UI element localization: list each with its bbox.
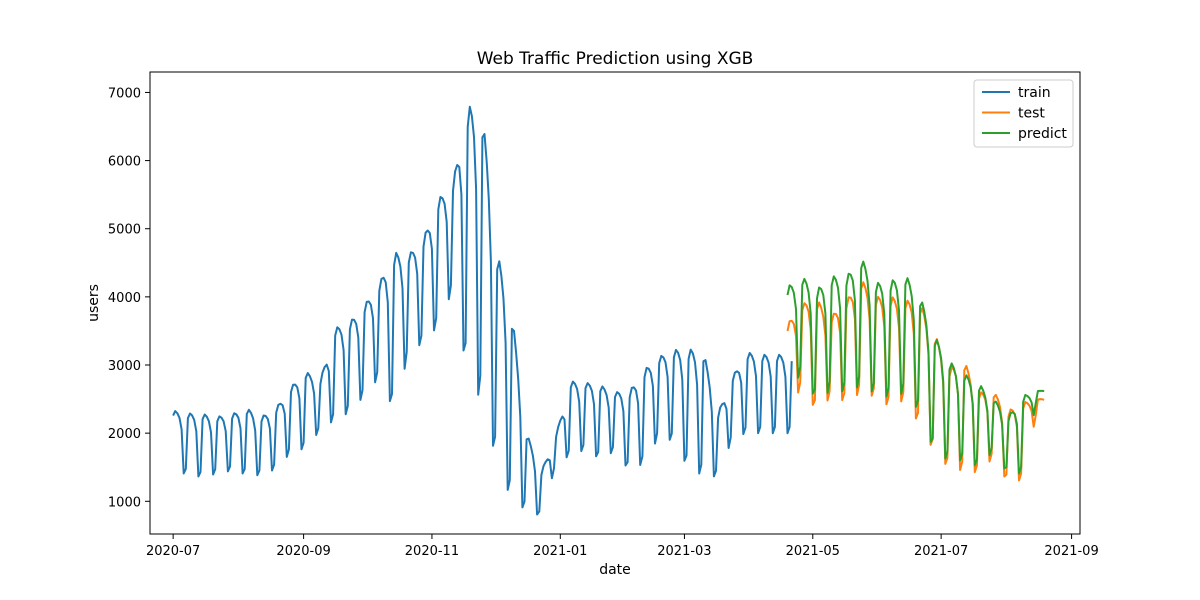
- x-tick-label: 2020-11: [405, 544, 459, 559]
- y-tick-label: 1000: [108, 495, 141, 510]
- legend-label-train: train: [1018, 85, 1051, 101]
- x-tick-label: 2021-03: [657, 544, 711, 559]
- y-axis: 1000 2000 3000 4000 5000 6000 7000: [108, 86, 150, 510]
- x-tick-label: 2021-05: [786, 544, 840, 559]
- y-tick-label: 3000: [108, 359, 141, 374]
- x-tick-label: 2021-01: [533, 544, 587, 559]
- y-tick-label: 4000: [108, 291, 141, 306]
- legend-box: [973, 79, 1074, 148]
- y-tick-label: 5000: [108, 223, 141, 238]
- series-line-predict: [786, 260, 1045, 475]
- plot-frame: [149, 71, 1081, 535]
- legend: train test predict: [973, 79, 1074, 148]
- x-axis-title: date: [599, 562, 631, 578]
- y-tick-label: 6000: [108, 155, 141, 170]
- y-axis-title: users: [86, 284, 102, 322]
- x-tick-label: 2020-07: [146, 544, 200, 559]
- legend-label-predict: predict: [1018, 126, 1067, 142]
- chart-title: Web Traffic Prediction using XGB: [477, 49, 754, 69]
- x-tick-label: 2021-07: [914, 544, 968, 559]
- series-lines: [172, 105, 1045, 516]
- x-tick-label: 2021-09: [1044, 544, 1098, 559]
- y-tick-label: 2000: [108, 427, 141, 442]
- x-axis: 2020-07 2020-09 2020-11 2021-01 2021-03 2021-…: [146, 534, 1099, 559]
- x-tick-label: 2020-09: [276, 544, 330, 559]
- legend-label-test: test: [1018, 106, 1045, 122]
- series-line-train: [172, 105, 793, 516]
- y-tick-label: 7000: [108, 86, 141, 101]
